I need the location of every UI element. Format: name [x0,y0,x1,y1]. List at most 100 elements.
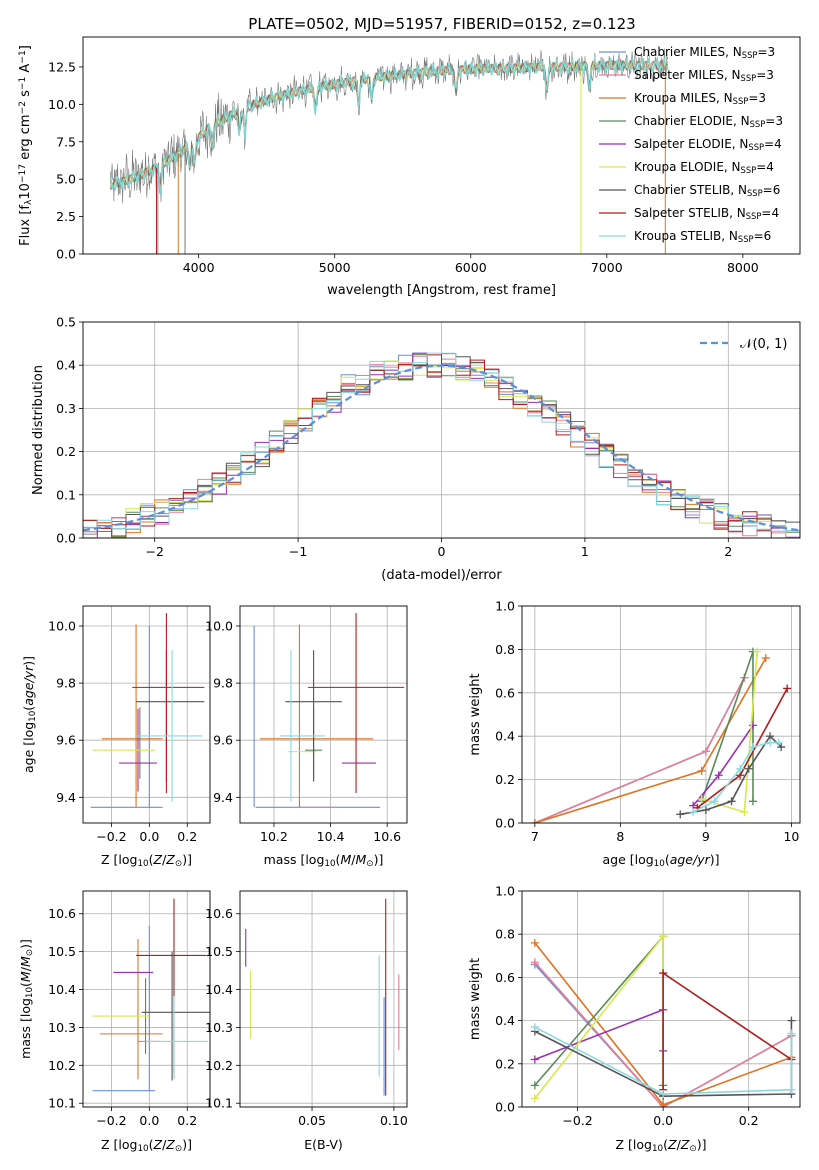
legend-label-part: =6 [763,183,781,197]
spectrum-plot-area [109,48,669,254]
weight-series-line [700,651,754,802]
mass_vs_ebv-xtick-label: 0.05 [298,1113,326,1128]
age_vs_Z-ylabel-part: )] [21,656,36,666]
age_vs_mass-xlabel-part: ⊙ [366,859,373,869]
mass_weight_vs_Z-panel: −0.2 0.0 0.2 0.0 0.2 0.4 0.6 0.8 1.0 mass weight Z… [468,884,801,1154]
age_vs_Z-ylabel-part: 10 [28,711,38,722]
legend-label-part: 𝒩 [740,337,755,352]
mass_vs_Z-ylabel-part: / [18,966,33,971]
legend-label-part: Chabrier MILES, N [634,45,742,59]
normed_distribution-xtick-label: 1 [581,544,589,559]
mass_vs_ebv-ytick-label: 10.2 [205,1058,233,1073]
errorbar [136,650,203,802]
mass_weight_vs_Z-xtick-label: 0.0 [653,1113,673,1128]
weight-point-marker [710,797,719,806]
mass_vs_Z-frame [82,890,211,1108]
mass_weight_vs_Z-xlabel-part: Z [log [616,1137,652,1152]
legend-label: Kroupa ELODIE, NSSP=4 [634,160,774,175]
legend-label-part: =3 [765,114,783,128]
weight-point-marker [659,1100,668,1107]
mass_weight_vs_age-xlabel: age [log10(age/yr)] [602,852,719,869]
age_vs_mass-ytick-label: 9.4 [213,790,233,805]
mass_weight_vs_age-xlabel-part: age [log [602,852,653,867]
spectrum-ylabel-part: 10 [18,183,33,200]
spectrum-ytick-label: 7.5 [56,134,76,149]
mass_weight_vs_age-panel: 7 8 9 10 0.0 0.2 0.4 0.6 0.8 1.0 mass weight age [l… [468,599,801,869]
legend-label-part: =3 [757,45,775,59]
spectrum-ylabel-part: −1 [18,50,28,63]
legend-label-part: SSP [746,211,762,221]
age_vs_Z-ylabel-part: ( [21,706,36,711]
mass_vs_Z-ylabel-part: mass [log [18,998,33,1059]
mass_vs_Z-ytick-label: 10.6 [48,906,76,921]
weight-point-marker [530,819,539,823]
mass_weight_vs_age-ytick-label: 1.0 [495,599,515,614]
errorbar [100,939,163,1080]
weight-point-marker [530,1094,539,1103]
age_vs_mass-xtick-label: 10.2 [260,829,288,844]
mass_weight_vs_age-ytick-label: 0.4 [495,729,515,744]
mass_vs_Z-xlabel-part: Z [153,1137,163,1152]
legend-label: Salpeter STELIB, NSSP=4 [634,206,779,221]
normed_distribution-ytick-label: 0.3 [56,401,76,416]
mass_weight_vs_age-ytick-label: 0.0 [495,816,515,831]
legend-label-part: SSP [748,142,764,152]
spectrum-ytick-label: 0.0 [56,247,76,262]
weight-point-marker [530,938,539,947]
weight-point-marker [689,808,698,817]
mass_vs_Z-plot-area [92,898,210,1092]
age_vs_mass-frame [239,605,408,824]
legend-label-part: Kroupa STELIB, N [634,229,738,243]
weight-series-line [680,734,782,816]
mass_weight_vs_Z-ytick-label: 0.0 [495,1100,515,1115]
mass_weight_vs_age-plot-area [530,647,792,823]
ebv-xlabel: E(B-V) [304,1137,343,1152]
mass_vs_Z-ytick-label: 10.1 [48,1096,76,1111]
mass_weight_vs_Z-xlabel-part: ⊙ [689,1144,696,1154]
spectrum-frame [82,36,801,255]
mass_vs_Z-ytick-label: 10.4 [48,982,76,997]
weight-point-marker [736,764,745,773]
legend-label-part: SSP [750,119,766,129]
legend-label-part: SSP [741,73,757,83]
age_vs_mass-plot-area [253,613,405,808]
age_vs_Z-xlabel-part: ⊙ [175,859,182,869]
legend-label-part: =3 [748,91,766,105]
age_vs_mass-ytick-label: 9.6 [213,733,233,748]
spectrum-ylabel-part: erg cm [18,114,33,163]
figure-title: PLATE=0502, MJD=51957, FIBERID=0152, z=0… [248,15,635,33]
spectrum-ytick-label: 12.5 [48,59,76,74]
normed_distribution-ytick-label: 0.4 [56,358,76,373]
weight-point-marker [777,743,786,752]
age_vs_Z-ylabel: age [log10(age/yr)] [21,656,38,773]
mass_vs_Z-ytick-label: 10.2 [48,1058,76,1073]
mass_vs_ebv-panel: 0.05 0.10 10.1 10.2 10.3 10.4 10.5 10.6 E(B-V) [205,890,408,1152]
age_vs_Z-xlabel-part: Z [165,852,175,867]
legend-label: Kroupa MILES, NSSP=3 [634,91,766,106]
mass_vs_Z-ylabel-part: )] [18,939,33,949]
age_vs_Z-xlabel-part: Z [log [101,852,137,867]
weight-point-marker [787,1029,796,1038]
weight-point-marker [761,654,770,663]
mass_weight_vs_age-xlabel-part: ( [665,852,670,867]
age_vs_mass-xlabel-part: ( [336,852,341,867]
age_vs_mass-xlabel-part: M [340,852,351,867]
age_vs_Z-ylabel-part: age/yr [21,665,36,706]
legend-label: 𝒩(0, 1) [740,337,787,352]
mass_weight_vs_Z-xlabel-part: Z [667,1137,677,1152]
mass_weight_vs_Z-ytick-label: 0.4 [495,1013,515,1028]
age_vs_mass-xlabel: mass [log10(M/M⊙)] [264,852,384,869]
age_vs_mass-ytick-label: 10.0 [205,618,233,633]
weight-point-marker [701,805,710,814]
weight-point-marker [787,1016,796,1025]
legend-label: Chabrier ELODIE, NSSP=3 [634,114,783,129]
mass_weight_vs_Z-xlabel: Z [log10(Z/Z⊙)] [616,1137,707,1154]
age_vs_mass-xtick-label: 10.6 [373,829,401,844]
weight-point-marker [783,684,792,693]
legend-label-part: =4 [761,206,779,220]
mass_weight_vs_Z-ytick-label: 0.2 [495,1056,515,1071]
spectrum-xtick-label: 6000 [455,260,487,275]
normed_distribution-xtick-label: −2 [145,544,163,559]
